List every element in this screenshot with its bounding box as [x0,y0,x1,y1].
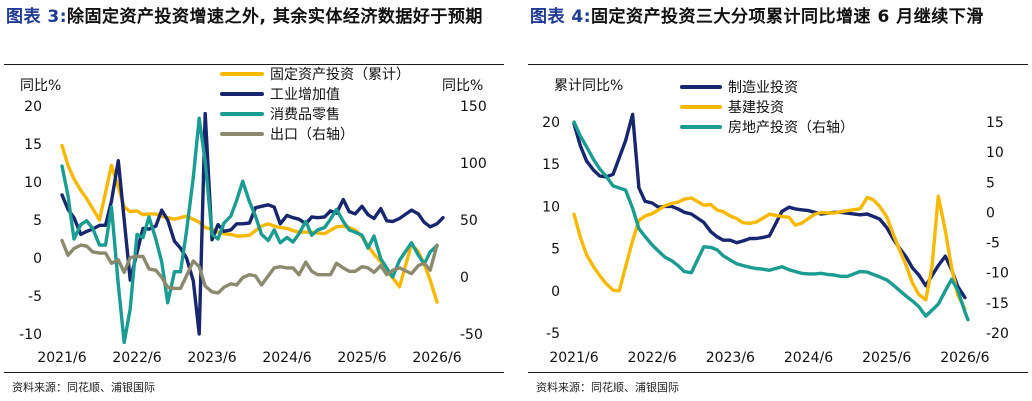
y-left-tick-label: 0 [551,284,560,300]
legend-label-series-1: 制造业投资 [728,80,798,96]
panel-right: 图表 4:固定资产投资三大分项累计同比增速 6 月继续下滑 -5 0 5 10 15 20… [524,0,1032,401]
series-line-series-1 [60,143,439,304]
series-line-series-3 [60,116,439,345]
y-right-tick-label: -10 [986,266,1009,282]
legend-label-series-3: 消费品零售 [270,107,340,123]
y-right-tick-label: 50 [460,213,478,229]
x-tick-label: 2022/6 [112,350,161,366]
series-line-series-2 [60,111,445,336]
y-left-tick-label: 5 [33,213,42,229]
y-left-tick-label: 10 [24,175,42,191]
x-tick-label: 2026/6 [940,350,989,366]
source-note-right: 资料来源：同花顺、浦银国际 [536,381,679,394]
figure-title-text-left: 除固定资产投资增速之外, 其余实体经济数据好于预期 [67,7,483,27]
series-line-series-4 [60,238,439,295]
x-tick-label: 2025/6 [337,350,386,366]
y-left-tick-label: -10 [19,327,42,343]
legend-label-series-2: 工业增加值 [270,87,340,103]
x-tick-label: 2023/6 [187,350,236,366]
y-right-tick-label: -50 [460,327,483,343]
x-tick-label: 2021/6 [37,350,86,366]
y-left-tick-label: 5 [551,242,560,258]
footer-rule-left [4,372,504,373]
figure-title-text-right: 固定资产投资三大分项累计同比增速 6 月继续下滑 [591,7,984,27]
y-left-tick-label: 0 [33,251,42,267]
y-right-axis-label: 同比% [442,78,483,94]
x-tick-label: 2026/6 [412,350,461,366]
figure-label-right: 图表 4: [530,7,592,27]
y-right-tick-label: -15 [986,296,1009,312]
x-tick-label: 2021/6 [549,350,598,366]
y-right-tick-label: -20 [986,326,1009,342]
x-tick-label: 2024/6 [784,350,833,366]
header-rule-left [4,64,504,65]
x-tick-label: 2025/6 [862,350,911,366]
y-left-axis-label: 同比% [20,78,61,94]
chart-title-right: 图表 4:固定资产投资三大分项累计同比增速 6 月继续下滑 [530,4,1026,31]
y-left-axis-label: 累计同比% [554,78,623,94]
y-right-tick-label: -5 [986,236,1000,252]
y-right-tick-label: 5 [986,175,995,191]
source-note-left: 资料来源：同花顺、浦银国际 [12,381,155,394]
legend-label-series-4: 出口（右轴） [270,127,354,143]
x-tick-label: 2024/6 [262,350,311,366]
y-left-tick-label: 15 [542,157,560,173]
y-left-tick-label: -5 [546,326,560,342]
y-right-tick-label: 10 [986,145,1004,161]
legend-label-series-2: 基建投资 [728,99,784,116]
y-right-tick-label: 100 [460,156,487,172]
y-right-tick-label: 0 [460,270,469,286]
figure-label-left: 图表 3: [6,7,68,27]
chart-title-left: 图表 3:除固定资产投资增速之外, 其余实体经济数据好于预期 [6,4,502,31]
series-line-series-2 [572,194,967,311]
y-left-tick-label: 20 [542,115,560,131]
y-right-tick-label: 0 [986,205,995,221]
y-left-tick-label: 10 [542,199,560,215]
y-left-tick-label: 20 [24,99,42,115]
header-rule-right [528,64,1028,65]
y-left-tick-label: 15 [24,137,42,153]
series-line-series-3 [572,120,970,322]
y-right-tick-label: 15 [986,115,1004,131]
footer-rule-right [528,372,1028,373]
chart-right: -5 0 5 10 15 20 -20 -15 -10 -5 0 5 10 15 2021/6 2022/6 2… [542,78,1009,366]
y-right-tick-label: 150 [460,99,487,115]
legend-label-series-3: 房地产投资（右轴） [728,120,854,136]
y-left-tick-label: -5 [28,289,42,305]
x-tick-label: 2022/6 [628,350,677,366]
x-tick-label: 2023/6 [706,350,755,366]
panel-left: 图表 3:除固定资产投资增速之外, 其余实体经济数据好于预期 -10 -5 0 5 10… [0,0,508,401]
legend-label-series-1: 固定资产投资（累计） [270,67,410,83]
